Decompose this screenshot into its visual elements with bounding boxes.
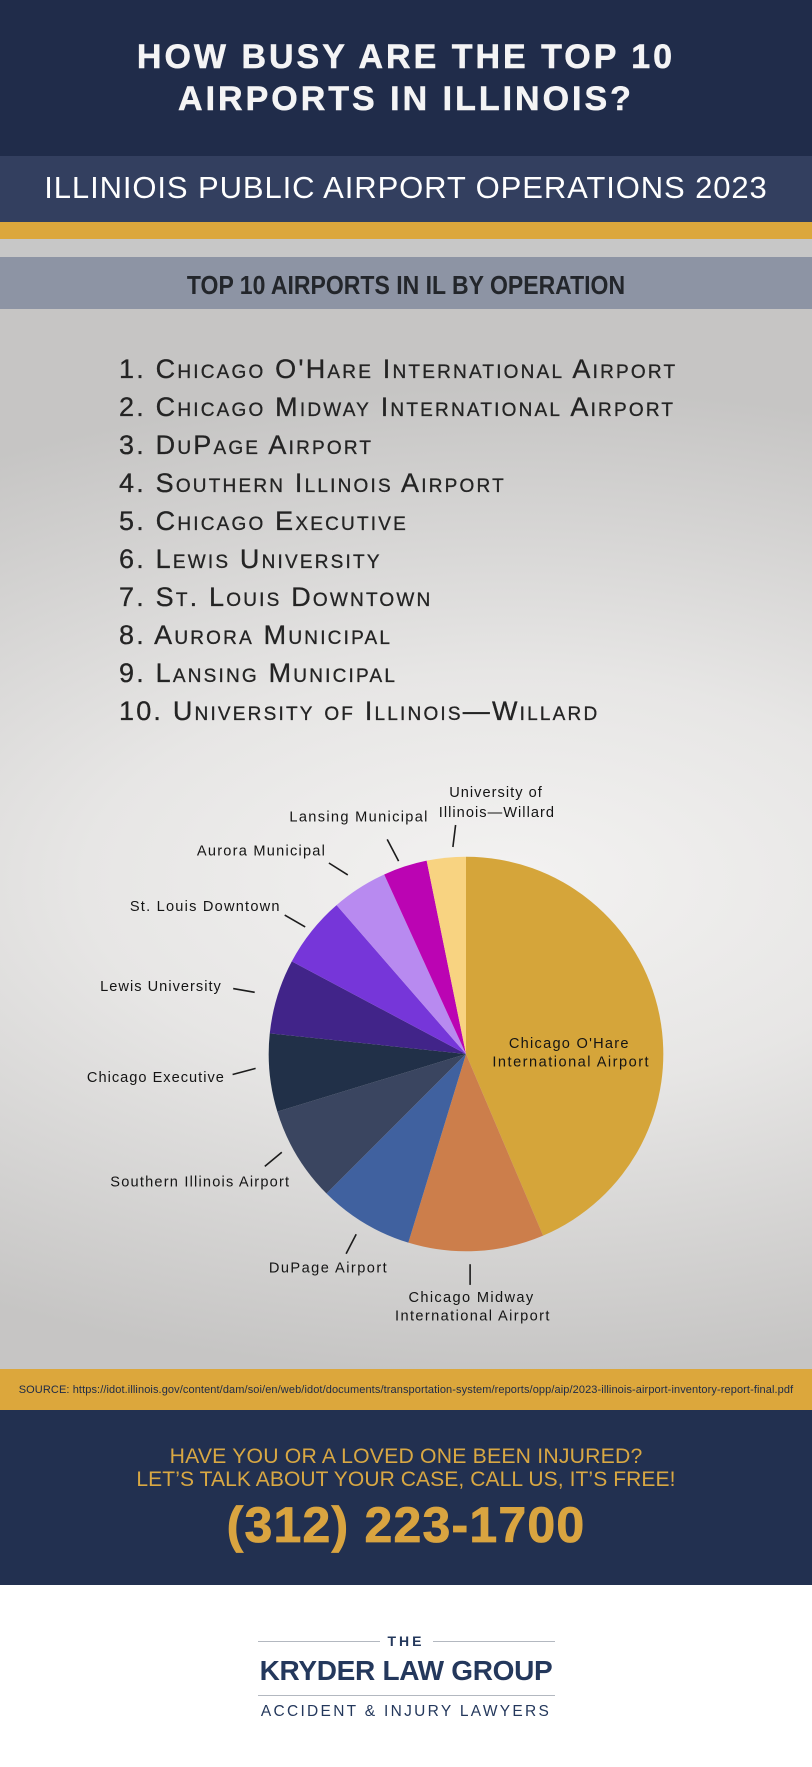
svg-text:Chicago Midway: Chicago Midway xyxy=(408,1290,533,1306)
svg-text:DuPage Airport: DuPage Airport xyxy=(269,1261,387,1277)
svg-text:Southern Illinois Airport: Southern Illinois Airport xyxy=(110,1175,289,1191)
svg-text:International Airport: International Airport xyxy=(395,1309,549,1325)
svg-text:Aurora Municipal: Aurora Municipal xyxy=(197,844,325,860)
svg-text:University of: University of xyxy=(449,785,543,801)
svg-text:Chicago O'Hare: Chicago O'Hare xyxy=(509,1036,629,1052)
svg-text:St. Louis Downtown: St. Louis Downtown xyxy=(130,899,280,915)
svg-text:Lansing Municipal: Lansing Municipal xyxy=(289,810,427,826)
svg-text:International Airport: International Airport xyxy=(492,1055,648,1071)
svg-text:Illinois—Willard: Illinois—Willard xyxy=(439,805,554,821)
svg-text:Chicago Executive: Chicago Executive xyxy=(87,1070,224,1086)
svg-text:Lewis University: Lewis University xyxy=(100,979,221,995)
